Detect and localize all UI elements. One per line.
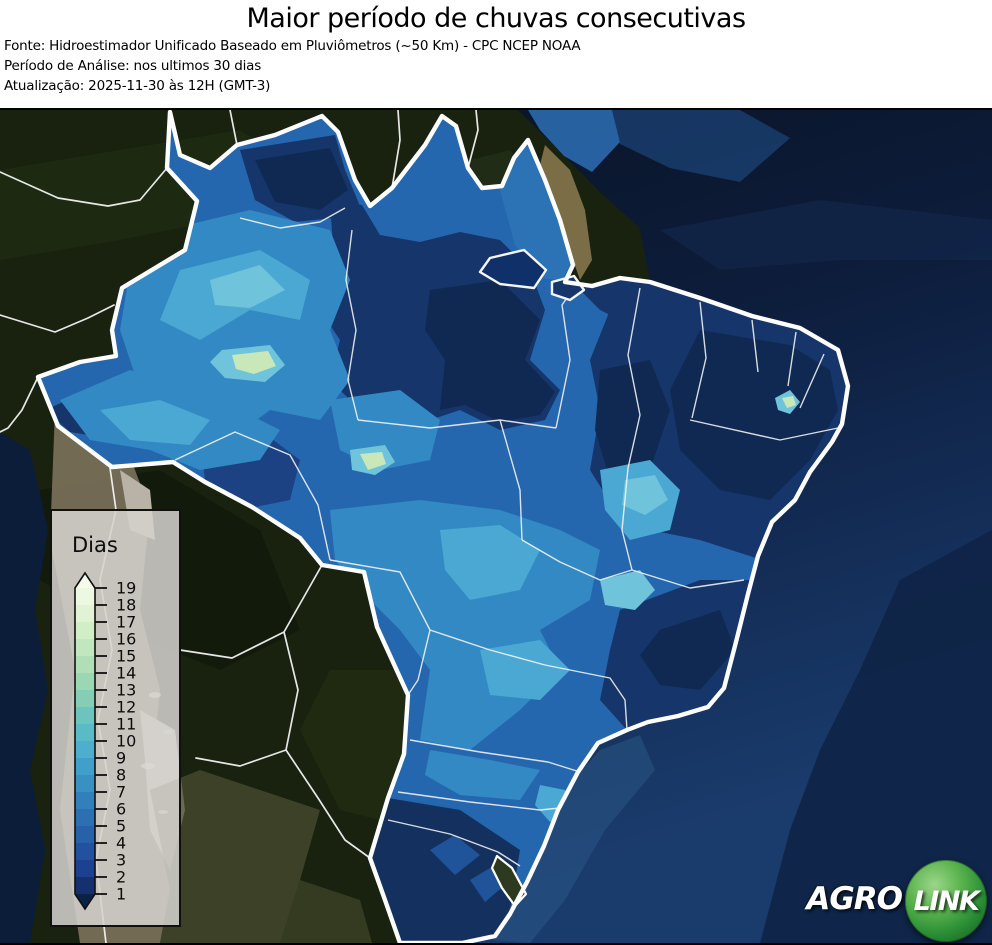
svg-text:4: 4 [116,834,126,853]
svg-text:2: 2 [116,868,126,887]
legend-title: Dias [72,533,118,557]
svg-text:12: 12 [116,698,136,717]
logo-text-link: LINK [913,885,980,917]
svg-text:16: 16 [116,630,136,649]
svg-text:7: 7 [116,783,126,802]
analysis-period-line: Período de Análise: nos ultimos 30 dias [4,58,262,74]
map-legend: Dias 19 18 17 16 15 14 13 12 11 10 9 8 7 6 5 4 3 2 1 [50,509,181,927]
map-canvas: Dias 19 18 17 16 15 14 13 12 11 10 9 8 7 6 5 4 3 2 1 AGRO … [0,108,992,945]
svg-text:10: 10 [116,732,136,751]
brazil-rainfall-contours [38,112,848,943]
svg-text:14: 14 [116,664,136,683]
svg-text:17: 17 [116,613,136,632]
pacific-ocean [0,432,48,943]
svg-text:9: 9 [116,749,126,768]
logo-text-agro: AGRO [806,881,903,917]
source-line: Fonte: Hidroestimador Unificado Baseado … [4,38,581,54]
state-borders [174,207,839,867]
svg-text:8: 8 [116,766,126,785]
svg-text:13: 13 [116,681,136,700]
svg-text:19: 19 [116,579,136,598]
page-title: Maior período de chuvas consecutivas [246,3,746,34]
agrolink-logo: AGRO LINK [799,858,987,944]
svg-text:6: 6 [116,800,126,819]
logo-green-sphere-icon: LINK [905,860,987,942]
update-line: Atualização: 2025-11-30 às 12H (GMT-3) [4,78,271,94]
header-subtitles: Fonte: Hidroestimador Unificado Baseado … [4,36,581,96]
svg-text:3: 3 [116,851,126,870]
map-header: Maior período de chuvas consecutivas Fon… [0,0,992,108]
svg-text:1: 1 [116,885,126,904]
svg-text:18: 18 [116,596,136,615]
svg-text:5: 5 [116,817,126,836]
svg-text:11: 11 [116,715,136,734]
svg-text:15: 15 [116,647,136,666]
